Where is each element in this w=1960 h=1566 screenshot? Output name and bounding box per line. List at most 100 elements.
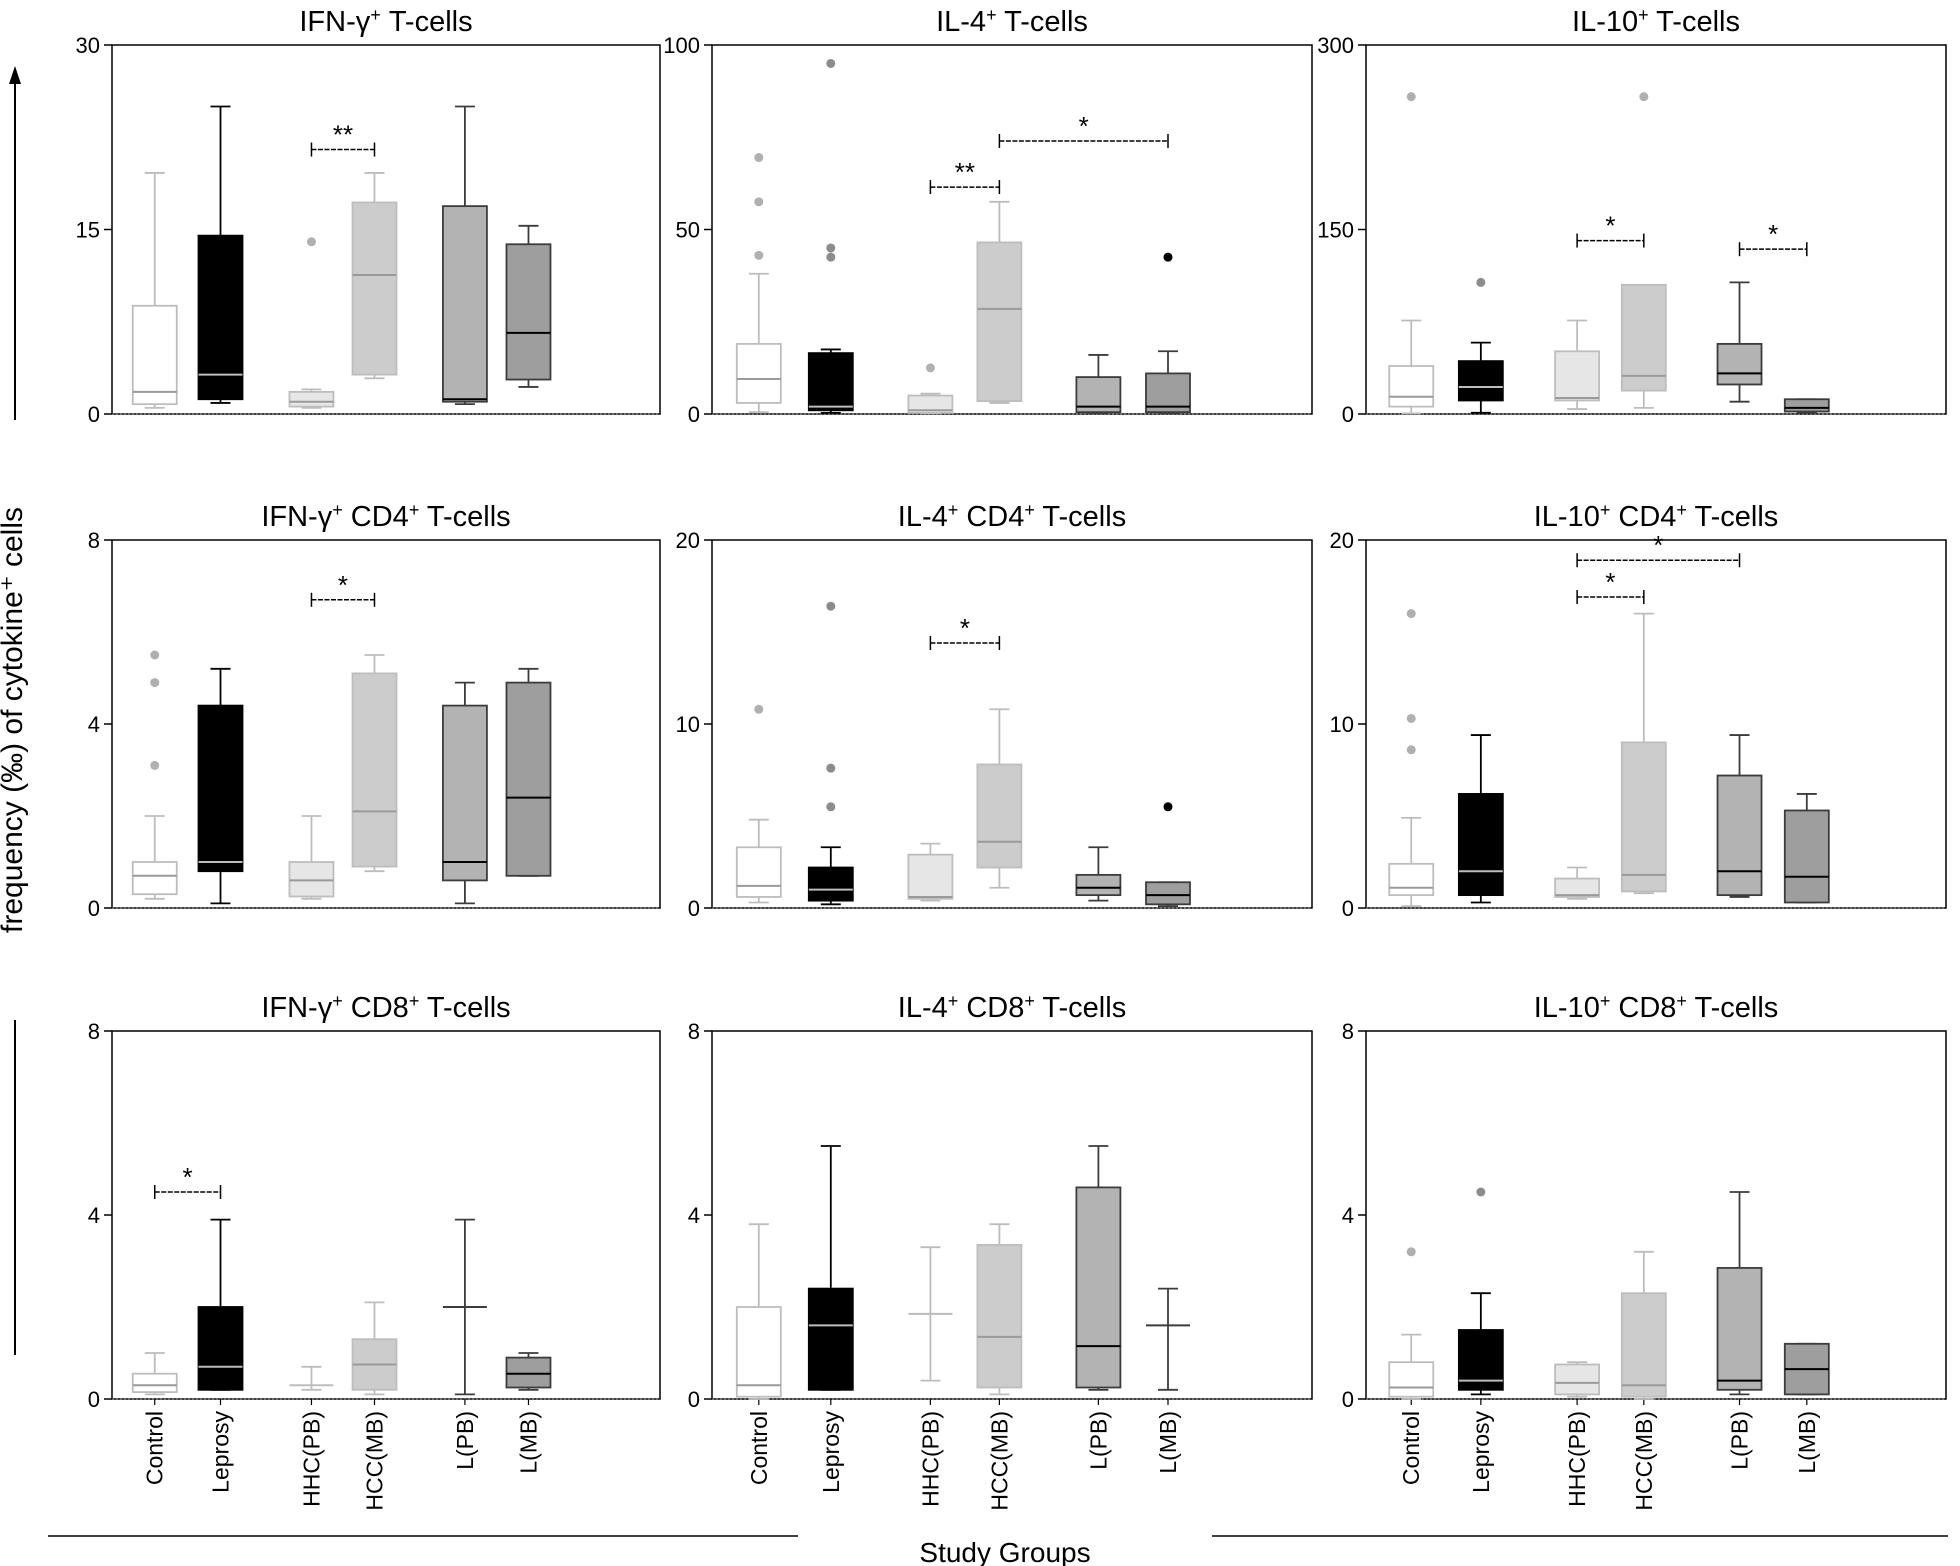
outlier-point bbox=[1476, 277, 1486, 287]
y-tick-label: 0 bbox=[1342, 402, 1354, 427]
title-main: IFN-γ bbox=[261, 992, 332, 1024]
outlier-point bbox=[1476, 1187, 1486, 1197]
y-tick-label: 20 bbox=[1330, 528, 1354, 553]
significance-bracket: * bbox=[1576, 567, 1645, 605]
significance-label: * bbox=[1605, 567, 1615, 597]
box-hhc-pb- bbox=[908, 1246, 953, 1382]
y-tick-label: 4 bbox=[88, 1203, 100, 1228]
box-iqr bbox=[1716, 1267, 1763, 1391]
box-iqr bbox=[1457, 360, 1504, 402]
box-hcc-mb- bbox=[351, 172, 398, 380]
y-tick-label: 10 bbox=[1330, 712, 1354, 737]
x-tick-label: HHC(PB) bbox=[298, 1411, 324, 1507]
significance-label: * bbox=[960, 613, 970, 643]
box-iqr bbox=[735, 846, 782, 898]
significance-label: ** bbox=[955, 157, 975, 187]
box-iqr bbox=[505, 681, 552, 877]
significance-bracket: * bbox=[153, 1162, 222, 1199]
box-leprosy bbox=[1457, 734, 1504, 904]
title-rest-2: T-cells bbox=[1035, 992, 1126, 1024]
box-iqr bbox=[1388, 365, 1435, 408]
y-axis-label: frequency (‰) of cytokine⁺ cells bbox=[0, 507, 29, 933]
significance-bracket: ** bbox=[310, 120, 376, 157]
y-tick-label: 4 bbox=[688, 1203, 700, 1228]
outlier-point bbox=[306, 237, 316, 247]
x-tick-label: L(PB) bbox=[1085, 1411, 1111, 1470]
box-iqr bbox=[735, 1306, 782, 1398]
box-control bbox=[1388, 92, 1435, 415]
title-sup: + bbox=[409, 991, 420, 1011]
box-hhc-pb- bbox=[288, 815, 335, 900]
significance-bracket: * bbox=[1738, 219, 1808, 257]
x-axis-label: Study Groups bbox=[919, 1537, 1090, 1566]
y-tick-label: 4 bbox=[1342, 1203, 1354, 1228]
outlier-point bbox=[1406, 92, 1416, 102]
x-tick-label: HHC(PB) bbox=[1564, 1411, 1590, 1507]
significance-label: * bbox=[1605, 211, 1615, 241]
x-tick-label: HCC(MB) bbox=[986, 1411, 1012, 1511]
title-main: IL-4 bbox=[898, 501, 948, 533]
x-tick-label: Control bbox=[1398, 1411, 1424, 1485]
title-rest: T-cells bbox=[1649, 6, 1740, 38]
box-iqr bbox=[1620, 283, 1667, 392]
title-rest: CD8 bbox=[1610, 992, 1676, 1024]
box-control bbox=[735, 704, 782, 904]
significance-bracket: * bbox=[998, 111, 1169, 148]
box-leprosy bbox=[1457, 1187, 1504, 1396]
box-l-mb- bbox=[1145, 252, 1191, 415]
box-hhc-pb- bbox=[1554, 866, 1601, 900]
box-l-pb- bbox=[1075, 354, 1122, 415]
box-l-pb- bbox=[1716, 1191, 1763, 1396]
box-l-mb- bbox=[1783, 1342, 1830, 1396]
x-tick-label: L(MB) bbox=[515, 1411, 541, 1474]
chart-title: IL-10+ CD4+ T-cells bbox=[1534, 500, 1779, 533]
box-iqr bbox=[131, 1372, 178, 1393]
box-hhc-pb- bbox=[907, 363, 954, 415]
box-control bbox=[131, 1352, 178, 1396]
title-rest: CD8 bbox=[343, 992, 409, 1024]
box-iqr bbox=[131, 861, 178, 896]
y-tick-label: 8 bbox=[88, 528, 100, 553]
outlier-point bbox=[826, 252, 836, 262]
box-control bbox=[131, 172, 178, 409]
box-hcc-mb- bbox=[976, 200, 1023, 404]
box-l-mb- bbox=[505, 1352, 552, 1391]
outlier-point bbox=[826, 802, 836, 812]
outlier-point bbox=[150, 678, 160, 688]
box-l-mb- bbox=[505, 224, 552, 388]
box-iqr bbox=[1554, 1363, 1601, 1396]
significance-label: * bbox=[183, 1162, 193, 1192]
chart-title: IL-10+ T-cells bbox=[1572, 5, 1740, 38]
x-tick-label: Control bbox=[746, 1411, 772, 1485]
y-tick-label: 0 bbox=[1342, 1387, 1354, 1412]
box-iqr bbox=[1457, 793, 1504, 897]
y-tick-label: 0 bbox=[688, 896, 700, 921]
y-tick-label: 8 bbox=[1342, 1019, 1354, 1044]
y-tick-label: 20 bbox=[676, 528, 700, 553]
box-control bbox=[1388, 1247, 1435, 1400]
title-main: IL-10 bbox=[1572, 6, 1638, 38]
box-l-pb- bbox=[442, 105, 488, 406]
significance-bracket: * bbox=[1576, 530, 1741, 568]
box-iqr bbox=[197, 1306, 244, 1391]
outlier-point bbox=[754, 197, 764, 207]
y-tick-label: 150 bbox=[1317, 218, 1354, 243]
box-iqr bbox=[807, 352, 854, 412]
outlier-point bbox=[826, 58, 836, 68]
title-sup: + bbox=[332, 991, 343, 1011]
outlier-point bbox=[1406, 1247, 1416, 1257]
title-sup: + bbox=[370, 5, 381, 25]
title-rest: CD4 bbox=[958, 501, 1024, 533]
x-tick-label: Leprosy bbox=[818, 1411, 844, 1493]
box-iqr bbox=[197, 704, 244, 873]
box-iqr bbox=[442, 704, 488, 882]
title-sup: + bbox=[1638, 5, 1649, 25]
x-tick-label: HCC(MB) bbox=[1631, 1411, 1657, 1511]
box-l-mb- bbox=[1145, 802, 1191, 908]
chart-panel-1: IFN-γ+ T-cells 0 15 30 ** bbox=[76, 5, 661, 427]
significance-label: * bbox=[1079, 111, 1089, 141]
box-hcc-mb- bbox=[976, 1223, 1023, 1396]
title-rest-2: T-cells bbox=[1687, 501, 1778, 533]
